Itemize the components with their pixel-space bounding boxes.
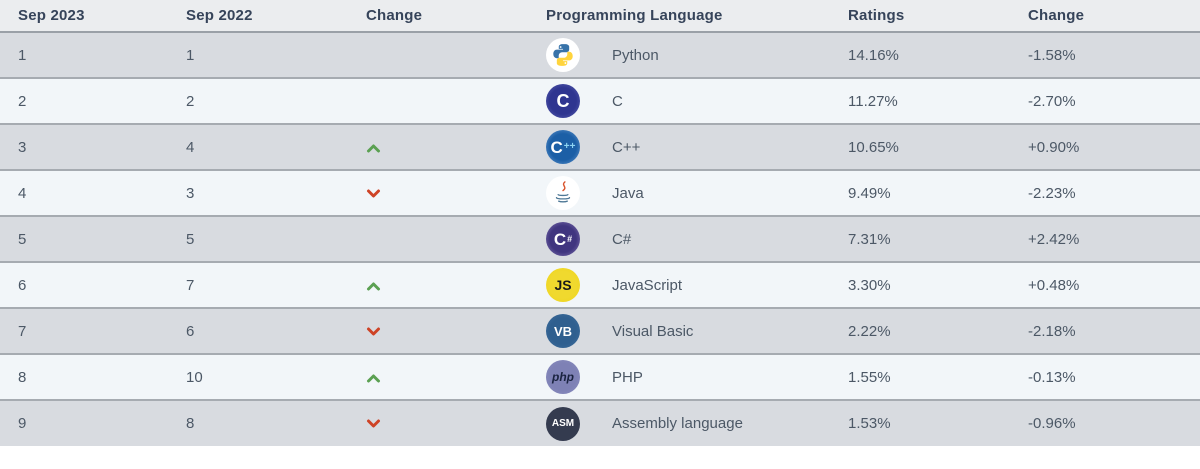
vb-icon: VB: [546, 314, 580, 348]
table-row: 6 7 JS JavaScript 3.30% +0.48%: [0, 262, 1200, 308]
ratings-change-cell: -0.13%: [1028, 368, 1076, 386]
java-logo: [555, 181, 571, 203]
python-logo: [553, 44, 573, 66]
rank-sep-2023-cell: 7: [18, 322, 27, 340]
rank-sep-2023-cell: 6: [18, 276, 27, 294]
language-name: JavaScript: [612, 276, 683, 294]
language-cell: php PHP: [528, 354, 830, 400]
language-cell: VB Visual Basic: [528, 308, 830, 354]
language-name: Python: [612, 46, 659, 64]
rank-change-cell: [348, 78, 528, 124]
language-name: C: [612, 92, 623, 110]
table-row: 3 4 C ++ C++ 10.65% +0.90%: [0, 124, 1200, 170]
ratings-change-cell: -1.58%: [1028, 46, 1076, 64]
language-name: C++: [612, 138, 641, 156]
table-row: 4 3 Java 9.49% -2.23%: [0, 170, 1200, 216]
language-name: Java: [612, 184, 644, 202]
ratings-cell: 7.31%: [848, 230, 891, 248]
c-icon: C: [546, 84, 580, 118]
language-cell: ASM Assembly language: [528, 400, 830, 446]
rank-down-icon: [366, 419, 381, 429]
language-cell: C C: [528, 78, 830, 124]
ratings-cell: 3.30%: [848, 276, 891, 294]
col-header-sep-2023: Sep 2023: [0, 0, 168, 33]
language-name: C#: [612, 230, 632, 248]
java-icon: [546, 176, 580, 210]
rank-change-cell: [348, 216, 528, 262]
js-icon: JS: [546, 268, 580, 302]
ratings-cell: 14.16%: [848, 46, 899, 64]
language-cell: Java: [528, 170, 830, 216]
table-row: 5 5 C # C# 7.31% +2.42%: [0, 216, 1200, 262]
table-row: 8 10 php PHP 1.55% -0.13%: [0, 354, 1200, 400]
rank-sep-2023-cell: 4: [18, 184, 27, 202]
table-row: 7 6 VB Visual Basic 2.22% -2.18%: [0, 308, 1200, 354]
rank-sep-2022-cell: 6: [186, 322, 195, 340]
rank-sep-2022-cell: 5: [186, 230, 195, 248]
rank-change-cell: [348, 400, 528, 446]
ratings-change-cell: -0.96%: [1028, 415, 1076, 432]
rank-up-icon: [366, 373, 381, 383]
language-cell: JS JavaScript: [528, 262, 830, 308]
asm-icon: ASM: [546, 406, 580, 441]
table-row: 2 2 C C 11.27% -2.70%: [0, 78, 1200, 124]
rank-sep-2023-cell: 9: [18, 415, 27, 432]
rank-change-cell: [348, 32, 528, 78]
ratings-change-cell: -2.23%: [1028, 184, 1076, 202]
rank-sep-2023-cell: 2: [18, 92, 27, 110]
rank-change-cell: [348, 308, 528, 354]
ratings-change-cell: +0.48%: [1028, 276, 1080, 294]
language-cell: C # C#: [528, 216, 830, 262]
csharp-icon: C #: [546, 222, 580, 256]
rank-sep-2022-cell: 10: [186, 368, 203, 386]
rank-sep-2023-cell: 5: [18, 230, 27, 248]
rank-sep-2022-cell: 2: [186, 92, 195, 110]
table-row: 9 8 ASM Assembly language 1.53% -0.96%: [0, 400, 1200, 446]
ratings-cell: 9.49%: [848, 184, 891, 202]
ratings-change-cell: +0.90%: [1028, 138, 1080, 156]
col-header-rank-change: Change: [348, 0, 528, 33]
ratings-change-cell: +2.42%: [1028, 230, 1080, 248]
rank-sep-2023-cell: 3: [18, 138, 27, 156]
rank-sep-2022-cell: 3: [186, 184, 195, 202]
col-header-ratings-change: Change: [1010, 0, 1200, 33]
rank-down-icon: [366, 327, 381, 337]
php-icon: php: [546, 360, 580, 394]
rank-sep-2022-cell: 1: [186, 46, 195, 64]
header-row: Sep 2023 Sep 2022 Change Programming Lan…: [0, 0, 1200, 33]
ratings-change-cell: -2.18%: [1028, 322, 1076, 340]
table-row: 1 1 Python 14.16% -1.58%: [0, 32, 1200, 78]
ratings-cell: 10.65%: [848, 138, 899, 156]
language-name: Assembly language: [612, 415, 743, 432]
rank-sep-2022-cell: 7: [186, 276, 195, 294]
rank-up-icon: [366, 143, 381, 153]
python-icon: [546, 38, 580, 72]
rank-change-cell: [348, 170, 528, 216]
rank-down-icon: [366, 189, 381, 199]
rank-sep-2022-cell: 4: [186, 138, 195, 156]
col-header-sep-2022: Sep 2022: [168, 0, 348, 33]
language-name: PHP: [612, 368, 643, 386]
cpp-icon: C ++: [546, 130, 580, 164]
rank-sep-2022-cell: 8: [186, 415, 195, 432]
language-cell: Python: [528, 32, 830, 78]
rank-change-cell: [348, 262, 528, 308]
rank-sep-2023-cell: 8: [18, 368, 27, 386]
ratings-change-cell: -2.70%: [1028, 92, 1076, 110]
language-cell: C ++ C++: [528, 124, 830, 170]
ratings-cell: 2.22%: [848, 322, 891, 340]
language-ranking-table: Sep 2023 Sep 2022 Change Programming Lan…: [0, 0, 1200, 446]
rank-change-cell: [348, 354, 528, 400]
col-header-programming-language: Programming Language: [528, 0, 830, 33]
ratings-cell: 1.55%: [848, 368, 891, 386]
rank-up-icon: [366, 281, 381, 291]
ratings-cell: 1.53%: [848, 415, 891, 432]
language-name: Visual Basic: [612, 322, 694, 340]
rank-sep-2023-cell: 1: [18, 46, 27, 64]
rank-change-cell: [348, 124, 528, 170]
ratings-cell: 11.27%: [848, 92, 898, 110]
col-header-ratings: Ratings: [830, 0, 1010, 33]
